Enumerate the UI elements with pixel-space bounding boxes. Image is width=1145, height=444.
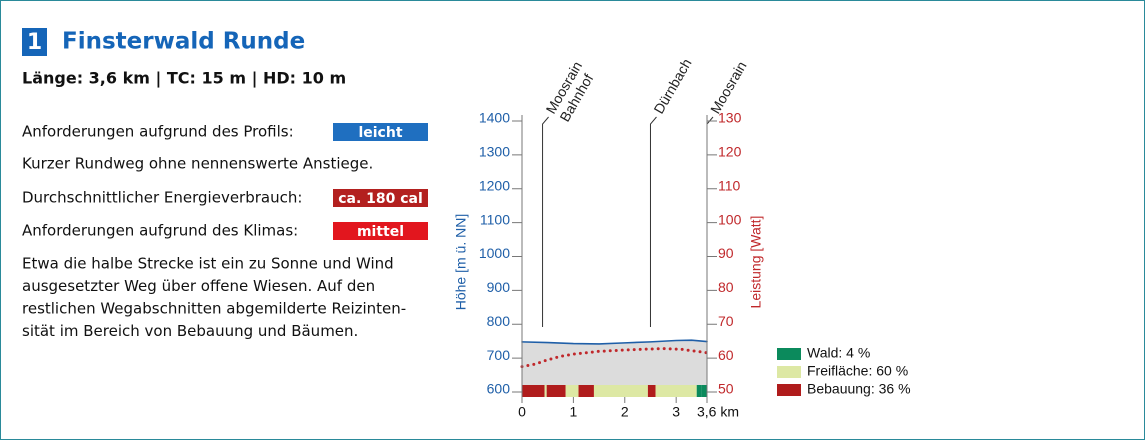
subtitle: Länge: 3,6 km | TC: 15 m | HD: 10 m [22, 69, 346, 89]
place-line [649, 116, 657, 327]
y2-tick-label: 50 [718, 381, 734, 397]
area [522, 340, 707, 385]
y-tick-label: 1200 [479, 177, 510, 193]
number: 1 [27, 30, 42, 55]
landuse-segment [701, 385, 707, 397]
y2-tick-label: 110 [718, 177, 741, 193]
y2-tick-label: 60 [718, 347, 734, 363]
paragraph-line: Etwa die halbe Strecke ist ein zu Sonne … [22, 255, 394, 273]
x-tick-label: 3 [672, 404, 680, 420]
badge [333, 189, 428, 207]
title: Finsterwald Runde [62, 29, 305, 55]
y2-tick-label: 80 [718, 279, 734, 295]
info-label: Kurzer Rundweg ohne nennenswerte Anstieg… [22, 155, 373, 173]
legend-label: Bebauung: 36 % [807, 381, 911, 397]
landuse-segment [546, 385, 566, 397]
y2-axis-title: Leistung [Watt] [748, 216, 764, 309]
y2-tick-label: 100 [718, 211, 742, 227]
elevation-line [521, 339, 708, 345]
paragraph-line: restlichen Wegabschnitten abgemilderte R… [22, 300, 406, 318]
y2-tick-label: 130 [718, 110, 742, 126]
landuse-segment [544, 385, 547, 397]
y-tick-label: 1000 [479, 245, 510, 261]
info-label: Anforderungen aufgrund des Profils: [22, 123, 294, 141]
legend-label: Freifläche: 60 % [807, 363, 908, 379]
badge [333, 123, 428, 141]
legend-swatch [777, 366, 801, 378]
y-tick-label: 1400 [479, 110, 510, 126]
info-label: Anforderungen aufgrund des Klimas: [22, 222, 298, 240]
badge-text: ca. 180 cal [338, 191, 423, 207]
x-tick-label: 3,6 km [697, 404, 739, 420]
number-badge [22, 28, 47, 56]
badge-text: mittel [357, 224, 404, 240]
power-line [520, 347, 709, 369]
y2-tick-label: 70 [718, 313, 734, 329]
landuse-segment [593, 385, 648, 397]
landuse-segment [655, 385, 697, 397]
landuse-segment [565, 385, 579, 397]
y-tick-label: 900 [487, 279, 511, 295]
x-tick-label: 0 [518, 404, 526, 420]
x-tick-label: 1 [569, 404, 577, 420]
x-tick-label: 2 [621, 404, 629, 420]
badge [333, 222, 428, 240]
y-tick-label: 600 [487, 381, 511, 397]
paragraph-line: sität im Bereich von Bebauung und Bäumen… [22, 322, 358, 340]
y-tick-label: 1100 [480, 211, 510, 227]
info-label: Durchschnittlicher Energieverbrauch: [22, 189, 302, 207]
landuse-segment [647, 385, 656, 397]
place-line [542, 116, 549, 327]
paragraph-line: ausgesetzter Weg über offene Wiesen. Auf… [22, 277, 375, 295]
legend-label: Wald: 4 % [807, 345, 870, 361]
landuse-segment [522, 385, 545, 397]
y2-tick-label: 120 [718, 144, 742, 160]
legend-swatch [777, 348, 801, 360]
y-tick-label: 800 [487, 313, 511, 329]
badge-text: leicht [358, 125, 402, 141]
legend-swatch [777, 384, 801, 396]
landuse-segment [578, 385, 594, 397]
y2-tick-label: 90 [718, 245, 734, 261]
y-axis-title: Höhe [m ü. NN] [453, 214, 469, 310]
y-tick-label: 1300 [479, 144, 510, 160]
landuse-segment [696, 385, 702, 397]
y-tick-label: 700 [487, 347, 511, 363]
